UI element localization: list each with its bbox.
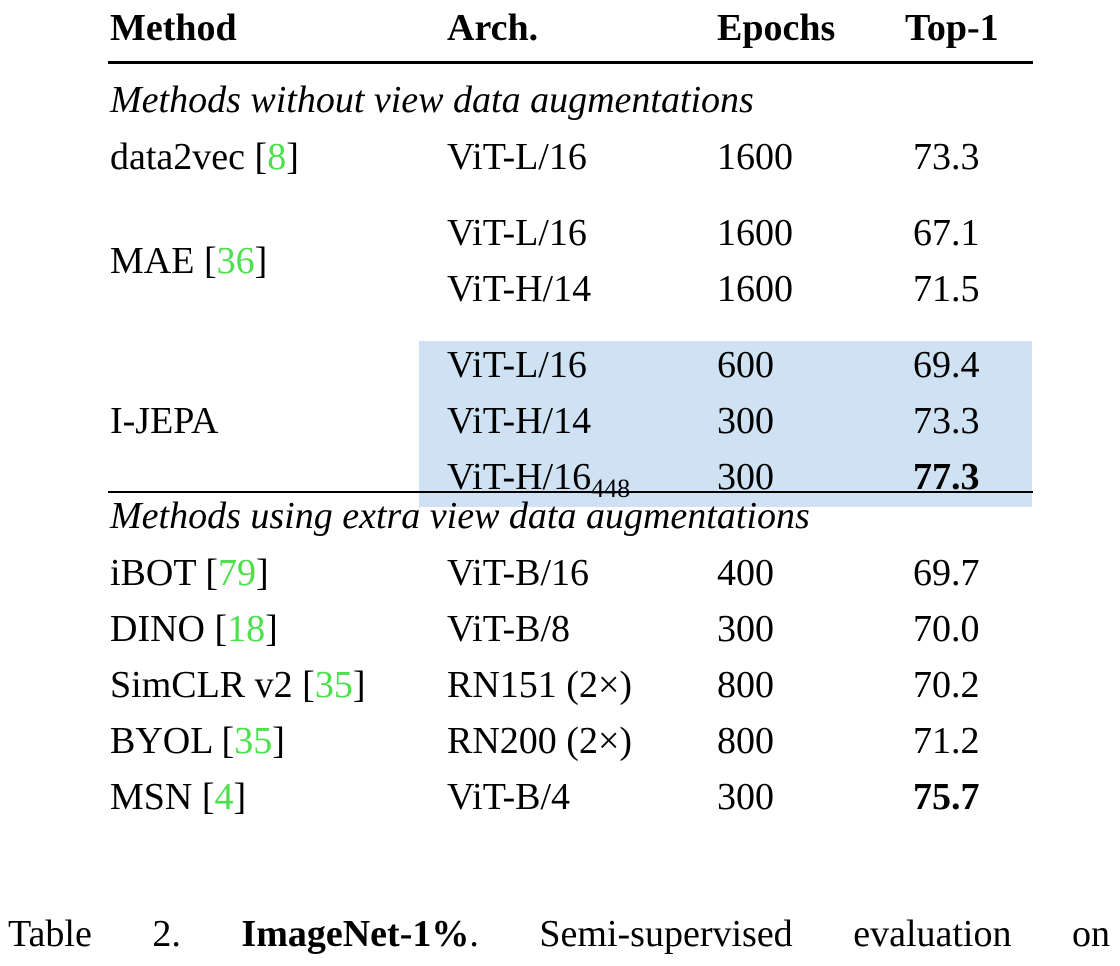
arch-text: ViT-B/16 [447,552,589,594]
header-cell: Method [110,7,237,49]
epochs-cell: 800 [717,664,774,706]
top1-cell: 67.1 [913,212,980,254]
method-cell: BYOL [35] [110,722,285,760]
arch-text: ViT-B/4 [447,776,570,818]
citation: 18 [227,608,266,650]
top1-cell: 71.2 [913,720,980,762]
arch-cell: ViT-L/16 [447,138,587,176]
header-cell: Epochs [717,7,836,49]
arch-text: ViT-B/8 [447,608,570,650]
arch-subscript: 448 [591,474,631,503]
method-text: iBOT [ [110,552,219,594]
method-text: ] [286,136,299,178]
top1-cell: 71.5 [913,268,980,310]
caption: Table 2. ImageNet-1%. Semi-supervised ev… [8,912,1110,958]
epochs-cell: 300 [717,608,774,650]
rule [108,491,1033,493]
method-text: MSN [ [110,776,215,818]
epochs-cell: 600 [717,344,774,386]
citation: 35 [234,720,273,762]
arch-cell: ViT-L/16 [447,346,587,384]
citation: 35 [314,664,353,706]
arch-text: ViT-H/16 [447,456,592,498]
method-text: I-JEPA [110,400,219,442]
citation: 36 [216,240,255,282]
epochs-cell: 1600 [717,136,793,178]
arch-text: RN200 (2×) [447,720,633,762]
epochs-cell: 300 [717,776,774,818]
method-text: SimCLR v2 [ [110,664,315,706]
method-text: ] [254,240,268,282]
method-text: data2vec [ [110,136,268,178]
citation: 8 [267,136,287,178]
epochs-cell: 400 [717,552,774,594]
section-title: Methods without view data augmentations [110,79,754,121]
arch-text: ViT-L/16 [447,344,587,386]
method-text: ] [265,608,278,650]
citation: 4 [214,776,234,818]
arch-cell: ViT-H/16448 [447,456,630,502]
caption-title: ImageNet-1% [241,913,470,955]
arch-cell: RN151 (2×) [447,666,632,704]
method-cell: SimCLR v2 [35] [110,666,365,704]
method-cell: MSN [4] [110,778,246,816]
arch-cell: ViT-B/8 [447,610,570,648]
top1-cell: 70.0 [913,608,980,650]
arch-cell: ViT-H/14 [447,270,591,308]
arch-text: ViT-H/14 [447,400,592,442]
caption-title-end: . [469,913,479,955]
epochs-cell: 1600 [717,212,793,254]
arch-cell: ViT-B/4 [447,778,570,816]
top1-cell: 75.7 [913,776,980,818]
method-text: ] [352,664,366,706]
arch-cell: RN200 (2×) [447,722,632,760]
caption-label: Table 2. [8,913,181,955]
section-title: Methods using extra view data augmentati… [110,495,810,537]
rule [108,61,1033,64]
caption-text: Semi-supervised evaluation on [539,913,1111,955]
epochs-cell: 300 [717,400,774,442]
arch-text: ViT-H/14 [447,268,592,310]
top1-cell: 69.4 [913,344,980,386]
method-cell: MAE [36] [110,242,267,280]
method-cell: data2vec [8] [110,138,299,176]
method-text: ] [233,776,247,818]
header-cell: Arch. [447,7,539,49]
header-cell: Top-1 [905,7,999,49]
arch-cell: ViT-L/16 [447,214,587,252]
arch-text: RN151 (2×) [447,664,633,706]
method-cell: iBOT [79] [110,554,269,592]
highlight [419,341,1032,507]
arch-text: ViT-L/16 [447,212,587,254]
top1-cell: 77.3 [913,456,980,498]
top1-cell: 73.3 [913,400,980,442]
method-text: MAE [ [110,240,217,282]
epochs-cell: 300 [717,456,774,498]
citation: 79 [218,552,257,594]
method-cell: I-JEPA [110,402,218,440]
method-text: DINO [ [110,608,228,650]
epochs-cell: 1600 [717,268,793,310]
arch-cell: ViT-B/16 [447,554,589,592]
method-text: ] [272,720,285,762]
method-cell: DINO [18] [110,610,278,648]
method-text: BYOL [ [110,720,235,762]
epochs-cell: 800 [717,720,774,762]
arch-text: ViT-L/16 [447,136,587,178]
top1-cell: 69.7 [913,552,980,594]
top1-cell: 70.2 [913,664,980,706]
arch-cell: ViT-H/14 [447,402,591,440]
top1-cell: 73.3 [913,136,980,178]
method-text: ] [256,552,269,594]
